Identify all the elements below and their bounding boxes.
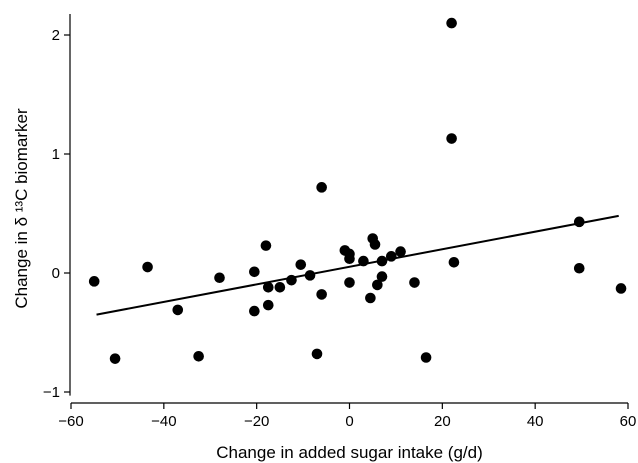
- x-tick-label: 40: [527, 413, 544, 430]
- data-points: [88, 17, 627, 364]
- data-point: [262, 281, 274, 293]
- data-point: [344, 277, 355, 288]
- data-point: [446, 17, 457, 29]
- y-tick-label: 1: [52, 146, 60, 163]
- data-point: [446, 133, 457, 144]
- data-point: [214, 272, 225, 284]
- data-point: [295, 259, 307, 270]
- data-point: [409, 277, 420, 288]
- data-point: [420, 352, 432, 363]
- data-point: [262, 299, 274, 311]
- regression-line-group: [96, 214, 619, 316]
- data-point: [260, 240, 272, 251]
- data-point: [316, 289, 327, 300]
- x-axis-title: Change in added sugar intake (g/d): [216, 443, 483, 462]
- y-tick-label: −1: [43, 384, 60, 401]
- x-tick-label: 20: [434, 413, 451, 430]
- x-tick-label: 60: [620, 413, 637, 430]
- data-point: [344, 253, 355, 265]
- y-tick-label: 2: [52, 27, 60, 44]
- y-tick-label: 0: [52, 265, 60, 282]
- data-point: [311, 348, 323, 360]
- x-tick-label: −40: [151, 413, 176, 430]
- data-point: [615, 283, 627, 294]
- data-point: [172, 304, 184, 316]
- data-point: [376, 271, 388, 282]
- x-tick-label: 0: [345, 413, 353, 430]
- data-point: [573, 262, 585, 274]
- data-point: [369, 239, 381, 250]
- y-axis-title: Change in δ ¹³C biomarker: [12, 108, 31, 309]
- data-point: [365, 292, 376, 304]
- x-tick-label: −60: [58, 413, 83, 430]
- data-point: [448, 256, 460, 268]
- data-point: [372, 279, 383, 291]
- data-point: [249, 305, 260, 317]
- data-point: [88, 276, 100, 287]
- data-point: [395, 246, 406, 257]
- data-point: [109, 353, 121, 364]
- data-point: [142, 261, 153, 273]
- regression-line: [96, 214, 619, 316]
- data-point: [304, 270, 316, 281]
- data-point: [193, 351, 204, 362]
- x-tick-label: −20: [244, 413, 269, 430]
- data-point: [249, 266, 260, 278]
- data-point: [274, 281, 286, 293]
- data-point: [316, 182, 327, 193]
- axes: −1 0 1 2 −60 −40 −20 0 20 40 60: [43, 14, 636, 430]
